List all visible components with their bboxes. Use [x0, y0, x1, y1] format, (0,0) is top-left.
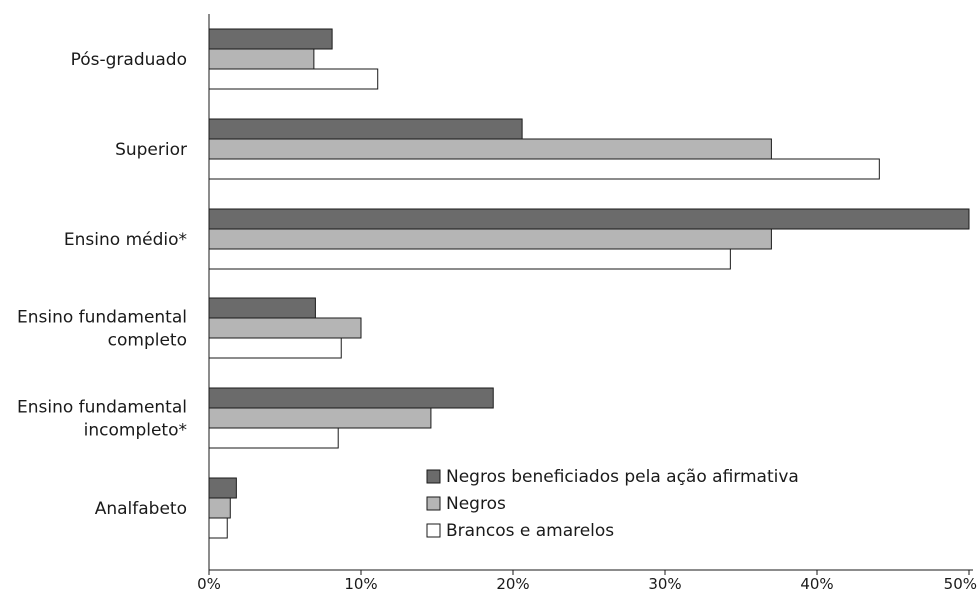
category-label: incompleto*: [84, 421, 187, 441]
x-tick-label: 30%: [648, 575, 681, 591]
bar-2-series-2: [208, 138, 772, 160]
labels-layer: 0% 10% 20% 30% 40% 50% Pós-graduado Superior Ens…: [17, 50, 977, 593]
bar-5-series-2: [208, 407, 432, 429]
bar-3-series-3: [208, 248, 731, 270]
bar-6-series-1: [208, 477, 237, 499]
x-tick-label: 10%: [344, 575, 377, 591]
bar-1-series-3: [208, 68, 379, 90]
bar-3-series-2: [208, 228, 772, 250]
bar-1-series-1: [208, 28, 333, 50]
category-label: Analfabeto: [95, 499, 187, 519]
bar-3-series-1: [208, 208, 970, 230]
bar-4-series-1: [208, 297, 316, 319]
x-tick-label: 50%: [944, 575, 977, 591]
bar-1-series-2: [208, 48, 315, 70]
category-label: Ensino médio*: [64, 230, 187, 250]
bar-5-series-1: [208, 387, 494, 409]
bar-6-series-3: [208, 517, 228, 539]
category-label: Ensino fundamental: [17, 398, 187, 418]
category-label: Ensino fundamental: [17, 308, 187, 328]
x-tick-label: 20%: [496, 575, 529, 591]
legend-swatch: [426, 496, 441, 511]
bars-layer: [208, 28, 970, 539]
bar-2-series-3: [208, 158, 880, 180]
bar-4-series-2: [208, 317, 362, 339]
legend-swatch: [426, 469, 441, 484]
legend-swatch: [426, 523, 441, 538]
legend-label: Brancos e amarelos: [446, 521, 614, 541]
x-tick-label: 0%: [197, 575, 221, 591]
bar-6-series-2: [208, 497, 231, 519]
bar-4-series-3: [208, 337, 342, 359]
category-label: Pós-graduado: [71, 50, 187, 70]
category-label: Superior: [115, 140, 187, 160]
legend-label: Negros beneficiados pela ação afirmativa: [446, 467, 799, 487]
bar-2-series-1: [208, 118, 523, 140]
legend-label: Negros: [446, 494, 506, 514]
axes-layer: [208, 14, 973, 575]
bar-5-series-3: [208, 427, 339, 449]
x-tick-label: 40%: [800, 575, 833, 591]
category-label: completo: [108, 331, 187, 351]
legend: Negros beneficiados pela ação afirmativa…: [426, 467, 799, 541]
